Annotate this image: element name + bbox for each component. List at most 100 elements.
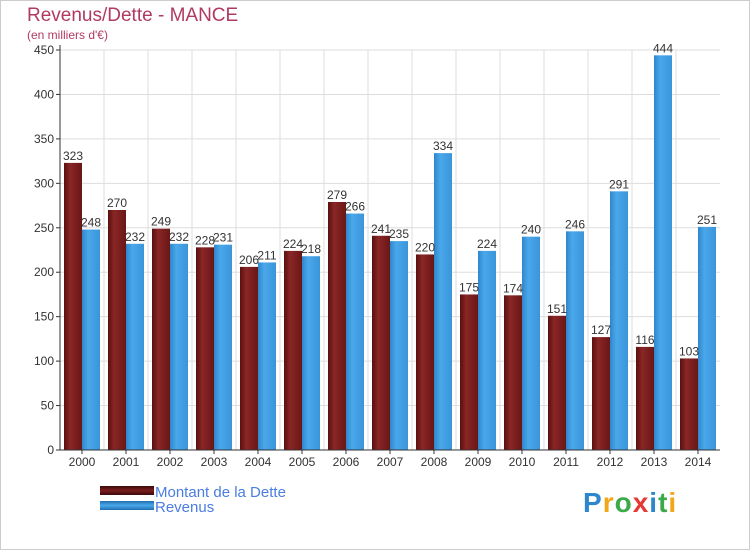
revenus-value-label: 266: [345, 200, 365, 214]
dette-bar: [284, 250, 302, 450]
dette-bar: [152, 228, 170, 450]
dette-bar: [460, 294, 478, 450]
dette-value-label: 241: [371, 222, 391, 236]
dette-value-label: 151: [547, 302, 567, 316]
revenus-bar: [522, 236, 540, 450]
logo-letter: P: [583, 487, 603, 518]
x-tick-label: 2012: [597, 455, 624, 469]
legend-label-dette: Montant de la Dette: [155, 484, 286, 501]
dette-value-label: 220: [415, 240, 435, 254]
x-tick-label: 2006: [333, 455, 360, 469]
dette-bar: [416, 254, 434, 450]
revenus-value-label: 291: [609, 177, 629, 191]
y-tick-label: 450: [34, 43, 54, 57]
revenus-value-label: 224: [477, 237, 497, 251]
x-tick-label: 2011: [553, 455, 579, 469]
x-tick-label: 2005: [289, 455, 316, 469]
dette-value-label: 270: [107, 196, 127, 210]
revenus-value-label: 251: [697, 213, 717, 227]
revenus-value-label: 248: [81, 216, 101, 230]
x-tick-label: 2010: [509, 455, 536, 469]
y-tick-label: 350: [34, 132, 54, 146]
revenus-value-label: 211: [257, 248, 276, 262]
dette-value-label: 127: [591, 323, 611, 337]
dette-bar: [636, 346, 654, 450]
revenus-bar: [478, 250, 496, 450]
revenus-value-label: 231: [213, 231, 233, 245]
dette-value-label: 206: [239, 253, 259, 267]
dette-bar: [680, 358, 698, 450]
x-tick-label: 2014: [685, 455, 712, 469]
revenus-bar: [566, 231, 584, 450]
revenus-value-label: 218: [301, 242, 321, 256]
dette-bar: [372, 235, 390, 450]
chart-title: Revenus/Dette - MANCE: [27, 5, 239, 26]
proxiti-logo: Proxiti: [583, 487, 677, 519]
revenus-bar: [170, 243, 188, 450]
dette-bar: [328, 202, 346, 450]
revenus-value-label: 444: [653, 41, 673, 55]
revenus-bar: [346, 213, 364, 450]
y-tick-label: 150: [34, 310, 54, 324]
dette-bar: [592, 337, 610, 450]
x-tick-label: 2003: [201, 455, 228, 469]
y-tick-label: 100: [34, 354, 54, 368]
dette-value-label: 103: [679, 344, 699, 358]
y-tick-label: 200: [34, 265, 54, 279]
logo-letter: o: [614, 487, 633, 518]
dette-bar: [196, 247, 214, 450]
revenus-bar: [698, 226, 716, 450]
dette-bar: [240, 266, 258, 450]
x-tick-label: 2000: [69, 455, 96, 469]
revenus-bar: [214, 244, 232, 450]
dette-value-label: 175: [459, 280, 479, 294]
logo-letter: x: [632, 487, 650, 518]
revenus-value-label: 235: [389, 227, 409, 241]
dette-value-label: 116: [635, 333, 654, 347]
dette-value-label: 279: [327, 188, 347, 202]
x-tick-label: 2001: [113, 455, 140, 469]
revenus-bar: [390, 241, 408, 450]
legend-swatch-dette: [100, 486, 154, 495]
dette-value-label: 174: [503, 281, 523, 295]
legend-label-revenus: Revenus: [155, 499, 215, 516]
revenus-value-label: 232: [169, 230, 189, 244]
logo-letter: i: [649, 487, 659, 518]
revenus-bar: [126, 243, 144, 450]
logo-letter: i: [668, 487, 678, 518]
x-tick-label: 2008: [421, 455, 448, 469]
dette-value-label: 323: [63, 149, 83, 163]
x-tick-label: 2004: [245, 455, 272, 469]
revenus-bar: [302, 256, 320, 450]
y-tick-label: 250: [34, 221, 54, 235]
revenus-value-label: 246: [565, 217, 585, 231]
logo-letter: t: [658, 487, 669, 518]
dette-bar: [504, 295, 522, 450]
dette-bar: [64, 162, 82, 450]
revenus-bar: [654, 55, 672, 450]
x-tick-label: 2007: [377, 455, 404, 469]
chart-subtitle: (en milliers d'€): [27, 28, 108, 42]
x-tick-label: 2009: [465, 455, 492, 469]
dette-value-label: 249: [151, 215, 171, 229]
revenus-bar: [82, 229, 100, 450]
revenus-value-label: 240: [521, 223, 541, 237]
revenus-bar: [258, 262, 276, 450]
x-tick-label: 2002: [157, 455, 184, 469]
y-tick-label: 50: [41, 399, 55, 413]
dette-bar: [548, 315, 566, 450]
revenus-bar: [610, 191, 628, 451]
revenus-bar: [434, 153, 452, 450]
y-tick-label: 400: [34, 87, 54, 101]
logo-letter: r: [602, 487, 615, 518]
revenus-value-label: 334: [433, 139, 453, 153]
dette-bar: [108, 210, 126, 450]
legend-swatch-revenus: [100, 501, 154, 510]
y-tick-label: 0: [47, 443, 54, 457]
x-tick-label: 2013: [641, 455, 668, 469]
y-tick-label: 300: [34, 176, 54, 190]
revenus-value-label: 232: [125, 230, 145, 244]
dette-value-label: 228: [195, 233, 215, 247]
